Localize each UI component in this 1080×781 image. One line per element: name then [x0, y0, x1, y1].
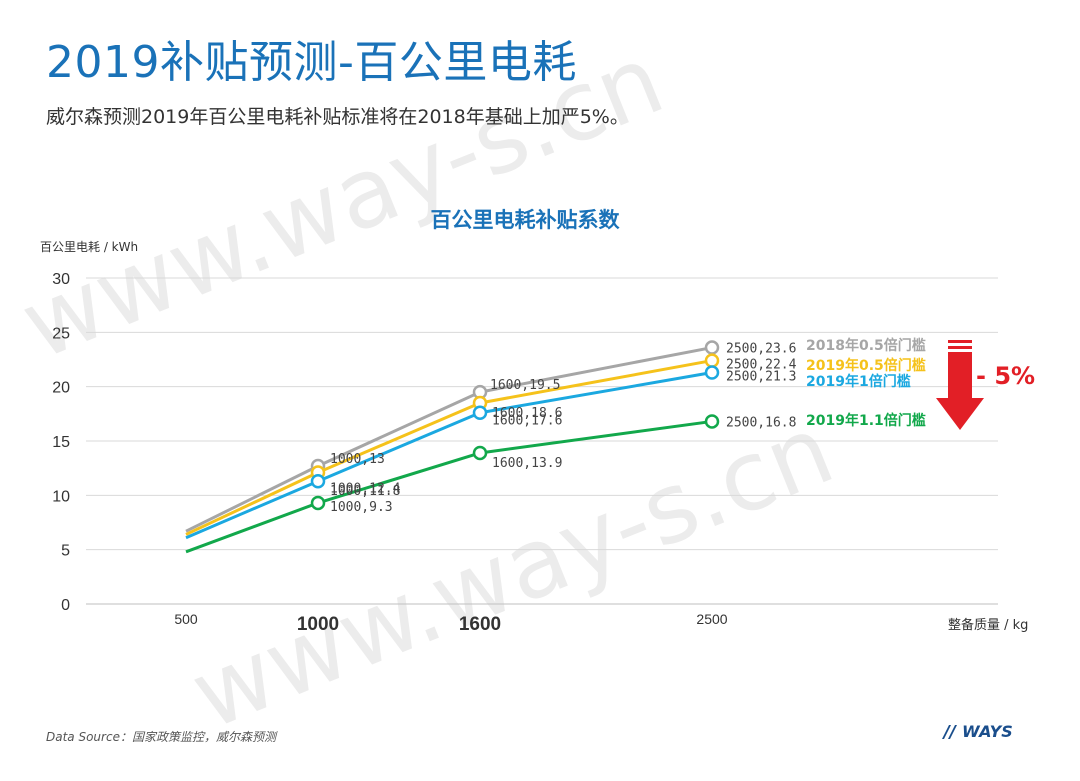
- page-subtitle: 威尔森预测2019年百公里电耗补贴标准将在2018年基础上加严5%。: [46, 106, 629, 128]
- data-label: 1000,13: [330, 452, 385, 467]
- reduction-arrow: [936, 352, 984, 430]
- y-tick-label: 10: [52, 488, 70, 505]
- data-label: 2500,16.8: [726, 415, 796, 430]
- ways-logo-text: WAYS: [962, 722, 1013, 741]
- y-axis-label: 百公里电耗 / kWh: [40, 240, 139, 254]
- x-tick-label: 1000: [297, 614, 339, 635]
- arrow-stripe: [948, 340, 972, 343]
- series-name-label: 2019年0.5倍门槛: [806, 357, 926, 374]
- y-tick-label: 15: [52, 434, 70, 451]
- ways-logo: WAYS: [940, 722, 1013, 741]
- x-tick-label: 500: [174, 611, 198, 627]
- series-line: [185, 359, 713, 536]
- chart-title: 百公里电耗补贴系数: [430, 208, 620, 232]
- data-label: 1600,17.6: [492, 414, 562, 429]
- data-point: [472, 405, 488, 420]
- data-label: 2500,21.3: [726, 370, 796, 385]
- data-point: [472, 445, 488, 461]
- data-point: [704, 365, 720, 380]
- x-tick-label: 1600: [459, 614, 501, 635]
- series-line: [185, 371, 713, 540]
- data-point: [310, 495, 326, 511]
- data-label: 2500,22.4: [726, 358, 797, 373]
- data-point: [704, 353, 720, 368]
- x-axis-label: 整备质量 / kg: [948, 618, 1029, 633]
- series-line: [185, 346, 713, 533]
- data-label: 1600,18.6: [492, 406, 562, 421]
- data-label: 1600,13.9: [492, 456, 562, 471]
- reduction-percent-label: - 5%: [976, 362, 1036, 390]
- data-label: 1600,19.5: [490, 378, 560, 393]
- x-tick-label: 2500: [696, 611, 727, 627]
- y-tick-label: 5: [61, 543, 70, 560]
- data-label: 2500,23.6: [726, 342, 796, 357]
- y-tick-label: 30: [52, 271, 70, 288]
- ways-logo-icon: [942, 724, 957, 739]
- y-tick-label: 20: [52, 380, 70, 397]
- data-source: Data Source：国家政策监控，威尔森预测: [46, 730, 276, 744]
- arrow-stripe: [948, 346, 972, 349]
- data-label: 1000,11.8: [330, 484, 400, 499]
- series-name-label: 2019年1.1倍门槛: [806, 412, 926, 429]
- data-point: [704, 414, 720, 429]
- series-name-label: 2018年0.5倍门槛: [806, 337, 926, 354]
- y-tick-label: 25: [52, 325, 70, 342]
- data-point: [704, 340, 720, 355]
- data-label: 1000,12.4: [330, 482, 401, 497]
- series-name-label: 2019年1倍门槛: [806, 373, 911, 390]
- series-line: [185, 419, 713, 554]
- data-point: [310, 473, 326, 489]
- y-tick-label: 0: [61, 597, 70, 614]
- data-label: 1000,9.3: [330, 500, 393, 515]
- page-title: 2019补贴预测-百公里电耗: [46, 37, 577, 88]
